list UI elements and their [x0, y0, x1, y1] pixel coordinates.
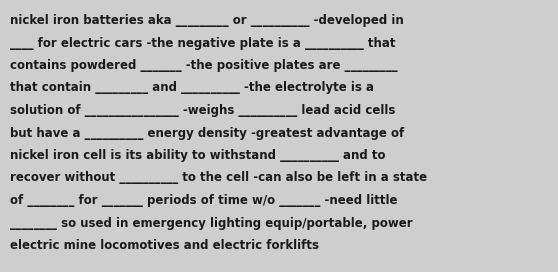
- Text: but have a __________ energy density -greatest advantage of: but have a __________ energy density -gr…: [10, 126, 404, 140]
- Text: that contain _________ and __________ -the electrolyte is a: that contain _________ and __________ -t…: [10, 82, 374, 94]
- Text: nickel iron batteries aka _________ or __________ -developed in: nickel iron batteries aka _________ or _…: [10, 14, 404, 27]
- Text: contains powdered _______ -the positive plates are _________: contains powdered _______ -the positive …: [10, 59, 397, 72]
- Text: of ________ for _______ periods of time w/o _______ -need little: of ________ for _______ periods of time …: [10, 194, 397, 207]
- Text: ____ for electric cars -the negative plate is a __________ that: ____ for electric cars -the negative pla…: [10, 36, 396, 50]
- Text: nickel iron cell is its ability to withstand __________ and to: nickel iron cell is its ability to withs…: [10, 149, 386, 162]
- Text: recover without __________ to the cell -can also be left in a state: recover without __________ to the cell -…: [10, 172, 427, 184]
- Text: electric mine locomotives and electric forklifts: electric mine locomotives and electric f…: [10, 239, 319, 252]
- Text: ________ so used in emergency lighting equip/portable, power: ________ so used in emergency lighting e…: [10, 217, 412, 230]
- Text: solution of ________________ -weighs __________ lead acid cells: solution of ________________ -weighs ___…: [10, 104, 396, 117]
